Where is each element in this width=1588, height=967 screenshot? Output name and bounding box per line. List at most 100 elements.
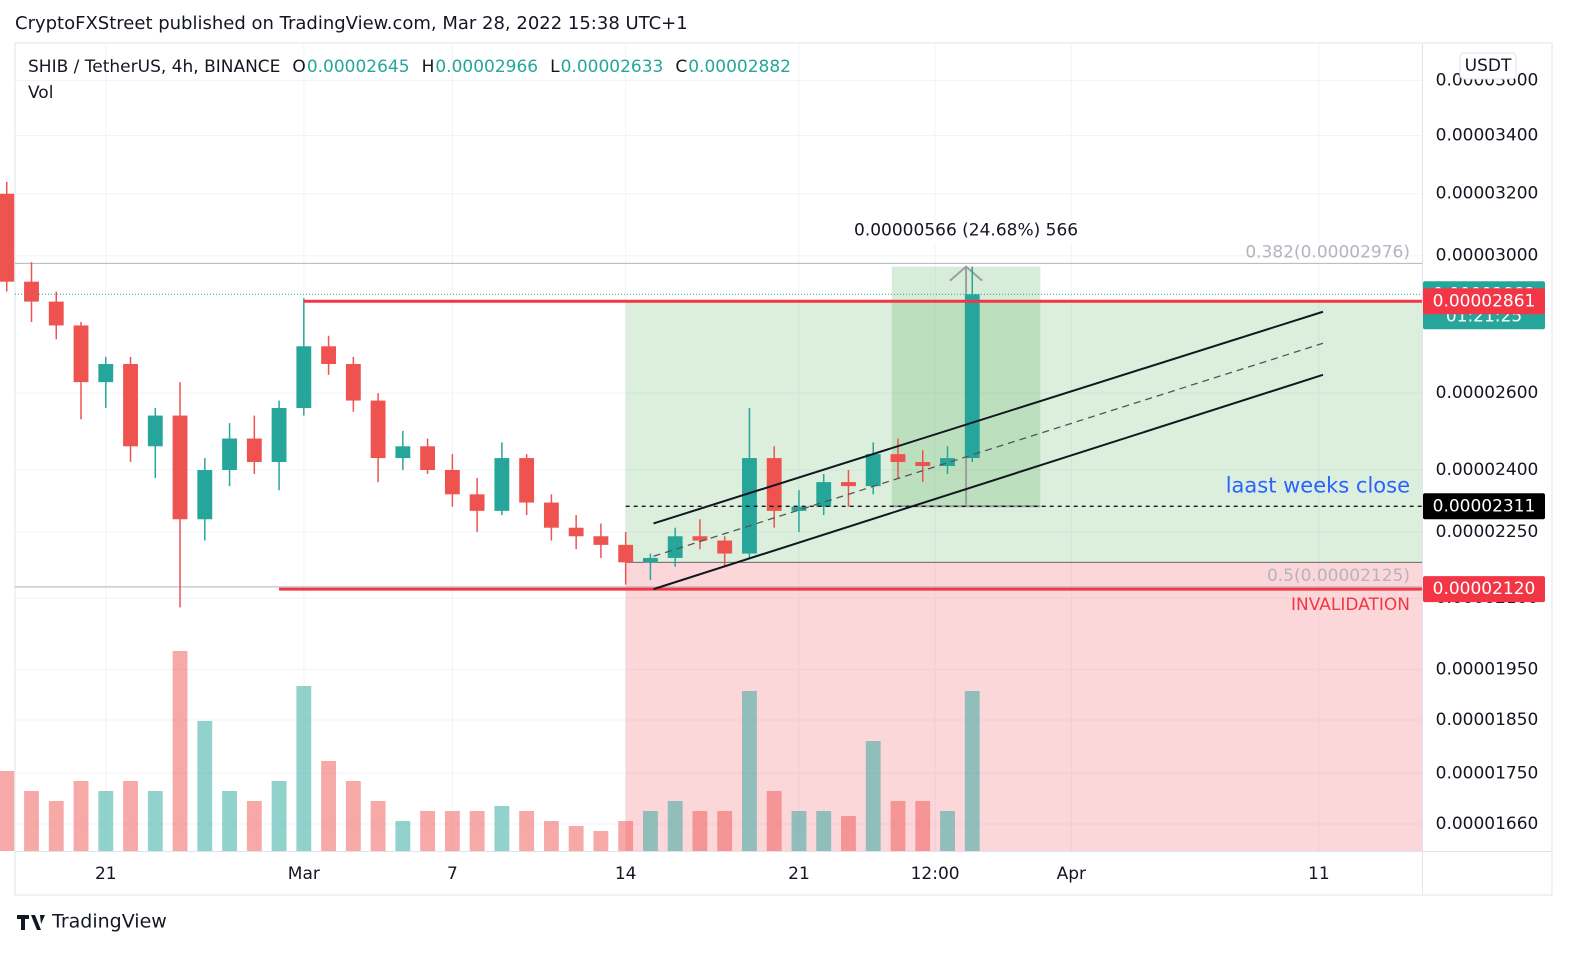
candle-body [841, 482, 856, 487]
plot: 0.382(0.00002976) 0.5(0.00002125) 0.000005… [0, 44, 1422, 851]
volume-bar [345, 781, 361, 851]
volume-bar [246, 801, 262, 851]
risk-zone [625, 562, 1422, 851]
candle-body [865, 454, 881, 487]
volume-bar [172, 651, 188, 851]
price-tag [1423, 576, 1545, 603]
volume-bar [816, 811, 832, 851]
volume-bar [618, 821, 634, 851]
candle-body [172, 415, 188, 520]
candle-body [345, 364, 361, 401]
candle-body [444, 470, 460, 495]
candle-body [667, 536, 683, 558]
volume-bar [717, 811, 733, 851]
candle-body [964, 294, 980, 459]
volume-bar [568, 826, 584, 851]
candle-body [519, 458, 535, 503]
axes: 0.000036000.000034000.000032000.00003000… [28, 52, 1545, 884]
candle-body [246, 438, 262, 463]
volume-bar [766, 791, 782, 851]
reward-zone [625, 301, 1422, 563]
legend-symbol: SHIB / TetherUS, 4h, BINANCE [28, 57, 280, 77]
y-tick-label: 0.00001660 [1436, 814, 1539, 834]
y-tick-label: 0.00002400 [1436, 460, 1539, 480]
volume-bar [519, 811, 535, 851]
candle-body [123, 364, 138, 447]
candle-body [98, 364, 114, 383]
channel-lower [653, 373, 1324, 591]
volume-bar [370, 801, 386, 851]
legend-ohlc-value: 0.00002633 [561, 57, 664, 77]
candle-body [494, 458, 510, 511]
price-tag-label: 0.00002120 [1433, 579, 1536, 599]
volume-bar [841, 816, 856, 851]
footer: TradingView [51, 911, 167, 933]
y-tick-label: 0.00003000 [1436, 246, 1539, 266]
y-tick-label: 0.00002250 [1436, 522, 1539, 542]
volume-bar [271, 781, 287, 851]
candle-body [816, 482, 832, 507]
fib-label: 0.382(0.00002976) [1245, 242, 1410, 262]
candle-body [915, 462, 931, 467]
measure-label: 0.00000566 (24.68%) 566 [854, 221, 1078, 241]
price-tag [1423, 493, 1545, 520]
price-tag [1423, 288, 1545, 315]
candle-body [791, 506, 807, 511]
volume-bar [222, 791, 237, 851]
volume-bar [98, 791, 114, 851]
volume-bar [667, 801, 683, 851]
volume-bar [444, 811, 460, 851]
x-tick-label: 21 [95, 864, 117, 884]
y-tick-label: 0.00001950 [1436, 659, 1539, 679]
candle-body [395, 446, 411, 459]
candle-body [469, 494, 485, 511]
x-tick-label: Mar [288, 864, 320, 884]
footer-logo [17, 915, 45, 930]
legend-ohlc-label: C [675, 57, 687, 77]
volume-bar [964, 691, 980, 851]
volume-bar [420, 811, 436, 851]
candle-body [0, 193, 15, 282]
candle-body [940, 458, 955, 467]
candle-body [642, 557, 658, 563]
header: CryptoFXStreet published on TradingView.… [15, 13, 688, 34]
candle-body [321, 346, 337, 365]
volume-bar [593, 831, 609, 851]
candle-body [222, 438, 237, 471]
candle-body [48, 301, 64, 326]
channel-upper [653, 310, 1324, 525]
candle-body [271, 408, 287, 463]
price-scale [1423, 44, 1551, 894]
volume-bar [48, 801, 64, 851]
legend-ohlc-label: O [292, 57, 305, 77]
legend-volume: Vol [28, 83, 53, 103]
candle-body [568, 527, 584, 537]
x-tick-label: 21 [788, 864, 810, 884]
volume-bar [494, 806, 510, 851]
volume-bar [742, 691, 757, 851]
legend-ohlc-label: H [422, 57, 435, 77]
volume-bar [0, 771, 15, 851]
candle-body [593, 536, 609, 545]
volume-bar [395, 821, 411, 851]
y-tick-label: 0.00003400 [1436, 126, 1539, 146]
currency-box [1459, 52, 1517, 80]
x-tick-label: 12:00 [911, 864, 960, 884]
volume-bar [865, 741, 881, 851]
candle-body [717, 540, 733, 554]
invalidation-note: INVALIDATION [1291, 595, 1410, 615]
volume-bar [321, 761, 337, 851]
legend-ohlc-value: 0.00002966 [435, 57, 538, 77]
candle-body [890, 454, 906, 463]
volume-bar [543, 821, 559, 851]
y-tick-label: 0.00001850 [1436, 710, 1539, 730]
candle-body [618, 544, 634, 563]
measure-label-bg [842, 218, 1091, 243]
candle-body [197, 470, 213, 520]
volume-bar [197, 721, 213, 851]
y-tick-label: 0.00001750 [1436, 763, 1539, 783]
volume-bar [296, 686, 312, 851]
volume-bar [73, 781, 89, 851]
